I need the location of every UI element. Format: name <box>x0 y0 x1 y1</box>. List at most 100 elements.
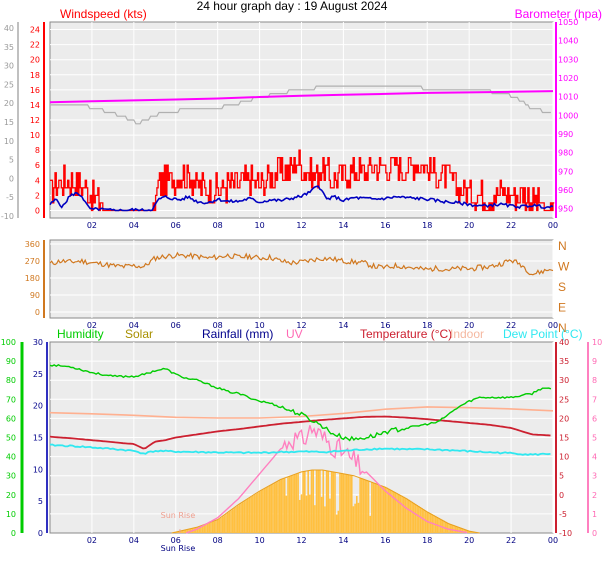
humidity-tick: 90 <box>6 357 16 366</box>
wind-x-tick: 22 <box>506 221 516 230</box>
rainfall-tick: 30 <box>33 338 43 347</box>
solar-bar <box>330 471 333 533</box>
temperature-tick: 20 <box>559 414 569 423</box>
solar-bar <box>258 491 261 533</box>
solar-bar <box>412 502 415 533</box>
solar-bar <box>411 501 413 533</box>
humidity-tick: 20 <box>6 491 16 500</box>
solar-bar <box>424 510 427 533</box>
direction-left-tick: 270 <box>25 257 40 266</box>
dewpoint-line <box>49 443 551 456</box>
direction-x-tick: 08 <box>213 321 223 330</box>
solar-bar <box>203 524 206 533</box>
solar-bar <box>401 495 403 533</box>
solar-bar <box>354 503 356 533</box>
barometer-right-tick: 1010 <box>558 93 578 102</box>
solar-bar <box>297 473 299 533</box>
direction-x-tick: 02 <box>87 321 97 330</box>
solar-bar <box>228 511 231 533</box>
temperature-tick: 30 <box>559 376 569 385</box>
solar-bar <box>471 531 474 533</box>
solar-bar <box>176 531 179 533</box>
solar-bar <box>342 473 345 533</box>
solar-bar <box>218 519 221 533</box>
solar-bar <box>312 469 314 533</box>
solar-bar <box>288 476 291 533</box>
wind-inner-left-tick: 2 <box>35 191 40 200</box>
solar-bar <box>352 506 355 533</box>
rainfall-tick: 10 <box>33 465 43 474</box>
solar-bar <box>391 490 393 533</box>
solar-bar <box>414 503 417 533</box>
wind-x-tick: 12 <box>296 221 306 230</box>
direction-x-tick: 22 <box>506 321 516 330</box>
wind-average-line <box>49 185 554 212</box>
wind-inner-left-tick: 22 <box>30 41 40 50</box>
wind-x-tick: 18 <box>422 221 432 230</box>
solar-bar <box>350 475 353 533</box>
solar-bar <box>195 527 197 533</box>
solar-bar <box>444 521 447 533</box>
solar-bar <box>213 521 216 533</box>
solar-bar <box>285 495 288 533</box>
solar-bar <box>340 473 343 533</box>
direction-x-tick: 14 <box>338 321 348 330</box>
uv-tick: 0 <box>592 529 597 538</box>
wind-outer-left-tick: 0 <box>9 174 14 183</box>
conditions-x-tick: 10 <box>254 536 264 545</box>
solar-bar <box>250 496 252 533</box>
solar-bar <box>220 517 222 533</box>
solar-bar <box>374 483 377 533</box>
direction-x-tick: 04 <box>129 321 139 330</box>
solar-bar <box>371 481 373 533</box>
solar-bar <box>361 478 363 533</box>
solar-bar <box>448 523 450 533</box>
solar-bar <box>216 519 219 533</box>
solar-bar <box>397 494 400 533</box>
uv-tick: 5 <box>592 434 597 443</box>
rainfall-tick: 15 <box>33 434 43 443</box>
solar-bar <box>252 495 254 533</box>
humidity-tick: 30 <box>6 472 16 481</box>
wind-inner-left-tick: 0 <box>35 206 40 215</box>
solar-bar <box>292 475 294 533</box>
wind-inner-left-tick: 24 <box>30 26 40 35</box>
wind-axis-label: Windspeed (kts) <box>60 7 147 21</box>
solar-bar <box>456 526 459 533</box>
solar-bar <box>377 484 380 533</box>
uv-tick: 3 <box>592 472 597 481</box>
solar-bar <box>335 514 338 533</box>
solar-bar <box>347 474 350 533</box>
conditions-x-tick: 16 <box>380 536 390 545</box>
solar-bar <box>384 486 387 533</box>
solar-bar <box>282 478 284 533</box>
barometer-right-tick: 970 <box>558 167 573 176</box>
temperature-tick: 25 <box>559 395 569 404</box>
uv-tick: 8 <box>592 376 597 385</box>
solar-bar <box>337 510 340 533</box>
solar-bar <box>221 516 224 533</box>
barometer-right-tick: 1030 <box>558 55 578 64</box>
solar-bar <box>453 525 455 533</box>
solar-bar <box>315 469 318 533</box>
solar-bar <box>332 471 335 533</box>
solar-bar <box>205 524 207 533</box>
legend-entry: Humidity <box>57 327 104 341</box>
temperature-tick: 15 <box>559 434 569 443</box>
solar-bar <box>458 527 460 533</box>
wind-x-tick: 10 <box>254 221 264 230</box>
solar-bar <box>260 490 263 533</box>
temperature-tick: -10 <box>559 529 572 538</box>
solar-bar <box>208 522 211 533</box>
direction-compass-label: S <box>558 280 566 294</box>
solar-bar <box>372 482 375 533</box>
direction-x-tick: 18 <box>422 321 432 330</box>
solar-bar <box>423 509 425 533</box>
wind-inner-left-tick: 10 <box>30 131 40 140</box>
solar-bar <box>459 527 462 533</box>
solar-bar <box>283 478 286 533</box>
solar-bar <box>265 487 268 533</box>
direction-x-tick: 00 <box>548 321 558 330</box>
wind-x-tick: 14 <box>338 221 348 230</box>
